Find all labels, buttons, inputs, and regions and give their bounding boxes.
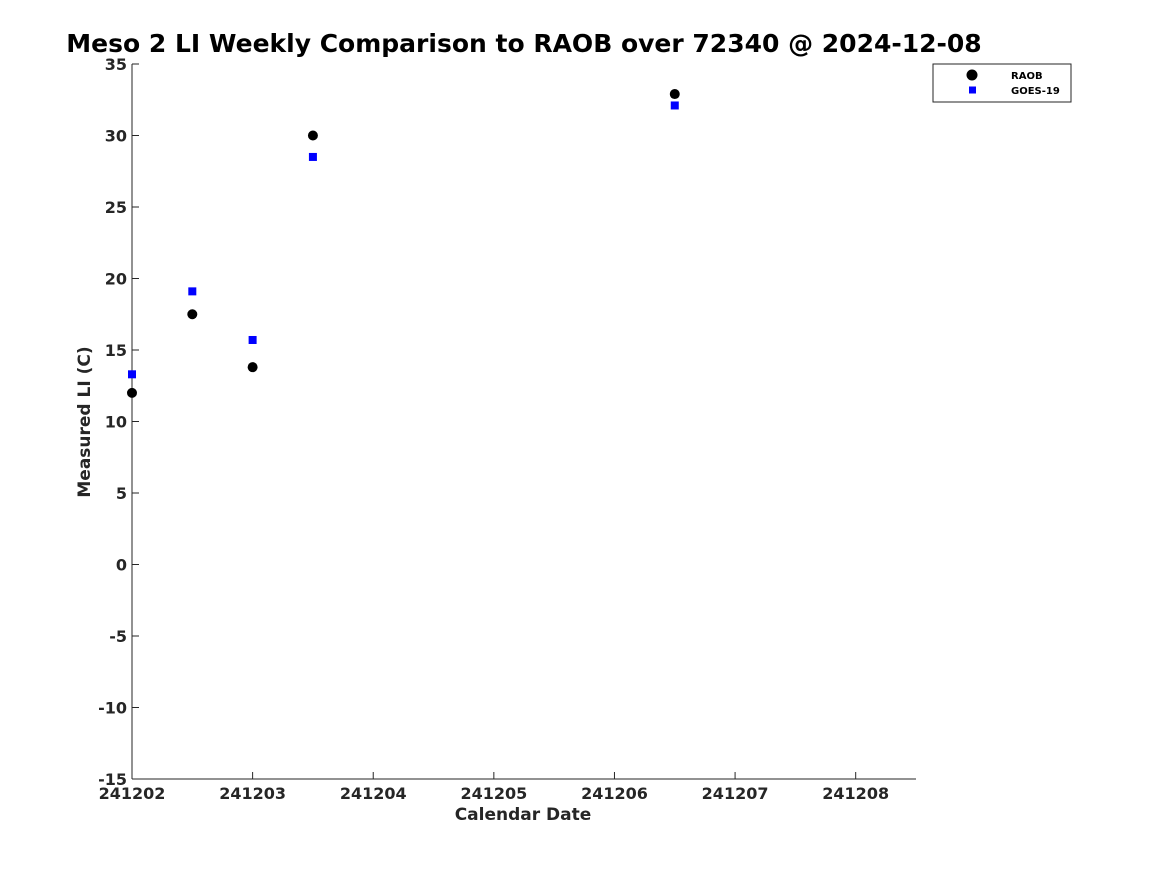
data-point-goes19 — [128, 370, 136, 379]
x-tick-label: 241206 — [581, 784, 648, 803]
x-axis-ticks: 241202 241203 241204 241205 241206 241207 2412… — [99, 772, 889, 803]
legend: RAOB GOES-19 — [932, 63, 1072, 103]
y-tick-label: 15 — [105, 341, 127, 360]
legend-marker-goes19 — [969, 86, 976, 94]
y-tick-label: -10 — [98, 699, 127, 718]
y-tick-label: 10 — [105, 413, 127, 432]
y-tick-label: 5 — [116, 484, 127, 503]
data-series — [127, 89, 680, 398]
x-tick-label: 241208 — [822, 784, 889, 803]
x-tick-label: 241203 — [219, 784, 286, 803]
legend-box — [932, 63, 1072, 103]
y-tick-label: -5 — [109, 627, 127, 646]
plot-area — [131, 64, 916, 780]
y-axis-label: Measured LI (C) — [75, 346, 95, 497]
data-point-raob — [187, 309, 198, 320]
data-point-goes19 — [248, 335, 257, 344]
y-tick-label: 0 — [116, 556, 127, 575]
data-point-goes19 — [308, 152, 317, 161]
y-tick-label: 25 — [105, 198, 127, 217]
legend-label-raob: RAOB — [1011, 71, 1043, 82]
y-tick-label: 30 — [105, 127, 127, 146]
x-tick-label: 241202 — [99, 784, 166, 803]
x-tick-label: 241205 — [460, 784, 527, 803]
data-point-goes19 — [670, 101, 679, 110]
data-point-raob — [247, 362, 258, 373]
y-tick-label: -15 — [98, 770, 127, 789]
y-tick-label: 35 — [105, 55, 127, 74]
legend-label-goes19: GOES-19 — [1011, 86, 1060, 97]
data-point-raob — [307, 130, 318, 141]
y-axis-ticks: 35 30 25 20 15 10 5 0 -5 -10 -15 — [98, 55, 139, 789]
data-point-raob — [127, 387, 137, 398]
x-axis-label: Calendar Date — [455, 805, 592, 825]
legend-marker-raob — [966, 69, 978, 81]
x-tick-label: 241207 — [702, 784, 769, 803]
chart-title: Meso 2 LI Weekly Comparison to RAOB over… — [66, 29, 981, 58]
x-tick-label: 241204 — [340, 784, 407, 803]
data-point-raob — [669, 89, 680, 100]
data-point-goes19 — [188, 287, 197, 296]
y-tick-label: 20 — [105, 270, 127, 289]
